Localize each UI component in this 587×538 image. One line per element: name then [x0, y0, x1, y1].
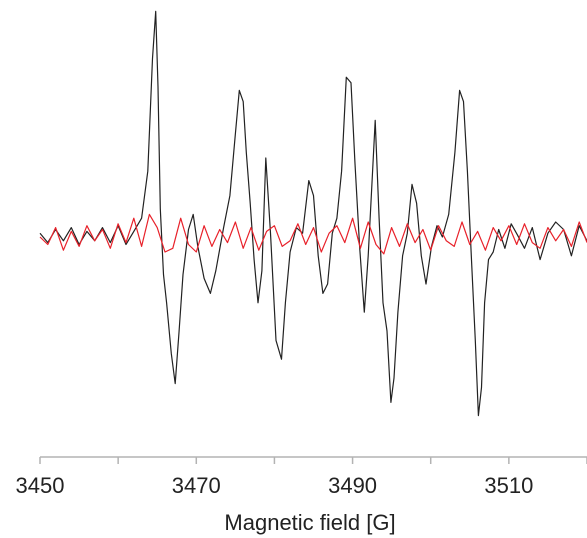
x-axis-tick-label: 3510	[484, 473, 533, 498]
series-line-red	[39, 213, 587, 255]
x-axis-tick-label: 3470	[172, 473, 221, 498]
x-axis-tick-label: 3450	[16, 473, 65, 498]
x-axis-tick-labels: 3450 3470 3490 3510	[16, 473, 534, 498]
series-line-black	[39, 10, 587, 417]
x-axis: 3450 3470 3490 3510	[16, 456, 587, 498]
series-layer	[39, 10, 587, 417]
x-axis-ticks	[39, 457, 587, 464]
x-axis-tick-label: 3490	[328, 473, 377, 498]
x-axis-title: Magnetic field [G]	[224, 510, 395, 535]
